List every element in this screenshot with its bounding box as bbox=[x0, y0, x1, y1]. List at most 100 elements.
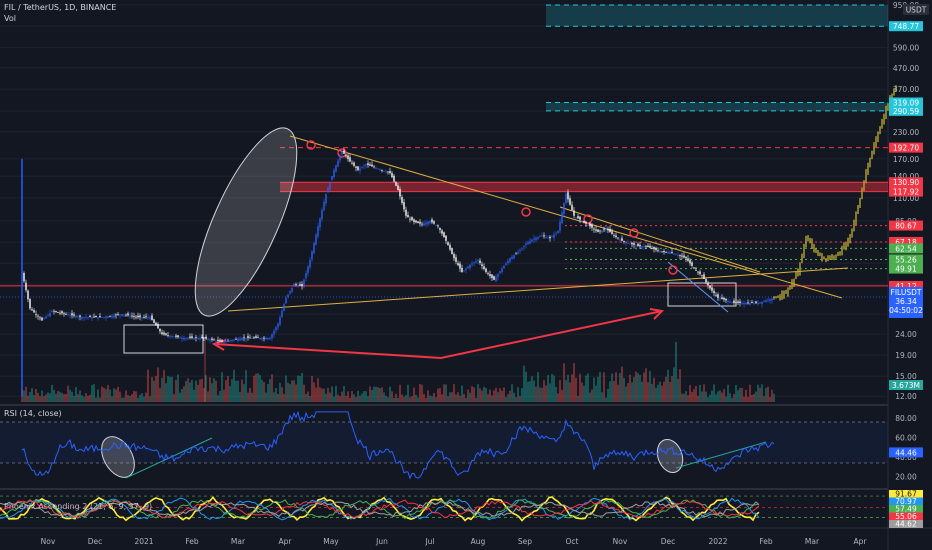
candle-body bbox=[701, 275, 703, 277]
volume-bar bbox=[309, 396, 311, 402]
volume-bar bbox=[145, 392, 147, 402]
volume-bar bbox=[305, 393, 307, 402]
candle-body bbox=[299, 284, 301, 286]
candle-body bbox=[339, 155, 341, 161]
candle-body bbox=[527, 242, 529, 245]
volume-bar bbox=[249, 387, 251, 402]
price-axis-label: 140.00 bbox=[893, 172, 919, 181]
candle-body bbox=[47, 314, 49, 316]
candle-body bbox=[77, 316, 79, 318]
volume-bar bbox=[733, 394, 735, 402]
pane-divider[interactable] bbox=[0, 488, 888, 490]
candle-body bbox=[629, 243, 631, 245]
candle-body bbox=[419, 221, 421, 224]
volume-bar bbox=[117, 386, 119, 402]
volume-bar bbox=[99, 397, 101, 402]
candle-body bbox=[667, 252, 669, 254]
volume-bar bbox=[335, 385, 337, 402]
candle-body bbox=[171, 336, 173, 337]
candle-body bbox=[123, 314, 125, 316]
candle-body bbox=[147, 317, 149, 318]
volume-bar bbox=[465, 397, 467, 402]
candle-body bbox=[79, 315, 81, 317]
volume-bar bbox=[523, 365, 525, 402]
price-level-tag-text: 49.91 bbox=[895, 265, 917, 274]
volume-bar bbox=[633, 376, 635, 402]
candle-body bbox=[571, 204, 573, 211]
time-axis[interactable]: Nov Dec 2021 Feb Mar Apr May Jun Jul Aug Sep Oct Nov… bbox=[41, 537, 868, 546]
volume-bar bbox=[515, 397, 517, 402]
candle-body bbox=[295, 284, 297, 285]
candle-body bbox=[525, 243, 527, 246]
candle-body bbox=[475, 261, 477, 263]
candle-body bbox=[601, 230, 603, 233]
candle-body bbox=[495, 276, 497, 282]
volume-bar bbox=[407, 384, 409, 402]
rsi-legend[interactable]: RSI (14, close) bbox=[4, 409, 62, 418]
volume-bar bbox=[555, 386, 557, 402]
volume-bar bbox=[615, 372, 617, 402]
candle-body bbox=[709, 285, 711, 289]
volume-bar bbox=[539, 387, 541, 402]
volume-bar bbox=[219, 391, 221, 402]
candle-body bbox=[389, 171, 391, 174]
volume-bar bbox=[509, 390, 511, 402]
volume-bar bbox=[493, 390, 495, 402]
pane-divider[interactable] bbox=[0, 404, 888, 406]
volume-bar bbox=[47, 392, 49, 402]
candle-body bbox=[143, 316, 145, 318]
volume-bar bbox=[375, 386, 377, 402]
candle-body bbox=[315, 234, 317, 245]
price-level-tag bbox=[889, 236, 923, 247]
candle-body bbox=[91, 317, 93, 319]
volume-legend[interactable]: Vol bbox=[4, 14, 16, 23]
candle-body bbox=[269, 337, 271, 340]
volume-bar bbox=[125, 390, 127, 402]
price-level-tag-text: 192.70 bbox=[893, 144, 919, 153]
candle-body bbox=[173, 336, 175, 338]
candle-body bbox=[723, 298, 725, 300]
candle-body bbox=[515, 253, 517, 255]
candle-body bbox=[553, 234, 555, 238]
candle-body bbox=[301, 283, 303, 287]
symbol-title[interactable]: FIL / TetherUS, 1D, BINANCE bbox=[4, 3, 116, 12]
candle-body bbox=[139, 315, 141, 318]
candle-body bbox=[403, 202, 405, 210]
candle-body bbox=[393, 175, 395, 182]
volume-bar bbox=[169, 376, 171, 402]
candle-body bbox=[755, 301, 757, 303]
volume-bar bbox=[723, 389, 725, 402]
volume-bar bbox=[73, 395, 75, 402]
candle-body bbox=[651, 248, 653, 249]
candle-body bbox=[657, 250, 659, 252]
volume-bar bbox=[547, 374, 549, 402]
oscillator-legend[interactable]: Phoenix Ascending 2 (21, 6, 9, 37, 9) bbox=[4, 502, 152, 511]
oscillator-badge bbox=[889, 512, 923, 521]
candle-body bbox=[253, 337, 255, 339]
candle-body bbox=[617, 237, 619, 239]
candle-body bbox=[107, 316, 109, 318]
candle-body bbox=[367, 163, 369, 165]
candle-body bbox=[117, 314, 119, 316]
volume-bar bbox=[199, 379, 201, 402]
volume-bar bbox=[487, 394, 489, 402]
candle-body bbox=[645, 245, 647, 247]
volume-bar bbox=[755, 391, 757, 402]
volume-bars bbox=[21, 340, 775, 402]
candle-body bbox=[505, 263, 507, 265]
candle-body bbox=[559, 221, 561, 232]
volume-bar bbox=[513, 392, 515, 402]
volume-bar bbox=[663, 381, 665, 402]
candle-body bbox=[535, 237, 537, 241]
candle-body bbox=[125, 314, 127, 316]
volume-bar bbox=[763, 396, 765, 402]
currency-badge[interactable]: USDT bbox=[903, 4, 929, 15]
candle-body bbox=[703, 274, 705, 280]
candle-body bbox=[529, 240, 531, 244]
volume-bar bbox=[455, 394, 457, 402]
candle-body bbox=[741, 302, 743, 305]
price-level-tag-text: 80.67 bbox=[895, 222, 917, 231]
price-axis-label: 24.00 bbox=[895, 330, 917, 339]
candle-body bbox=[353, 162, 355, 166]
